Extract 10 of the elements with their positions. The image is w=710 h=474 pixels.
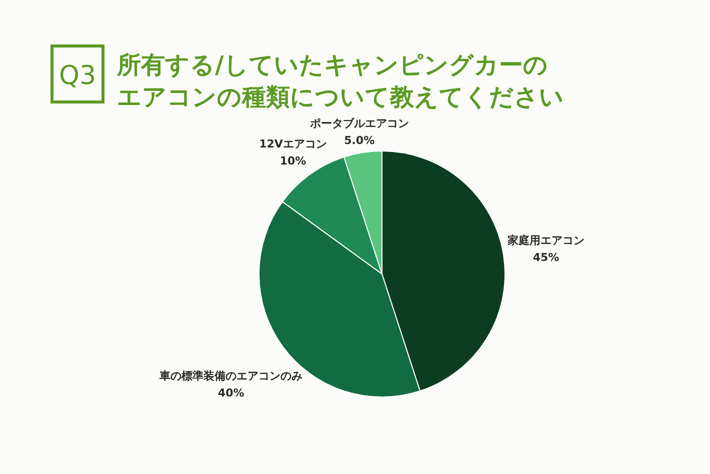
chart-title: 所有する/していたキャンピングカーのエアコンの種類について教えてください [116, 51, 564, 111]
slice-label: 12Vエアコン [259, 138, 327, 151]
slice-label: ポータブルエアコン [308, 117, 409, 130]
data-label: 40% [218, 386, 244, 400]
slice-label: 車の標準装備のエアコンのみ [158, 370, 303, 383]
data-label: 5.0% [344, 134, 375, 148]
data-label: 10% [280, 154, 306, 168]
annotation-box: Q3 [50, 44, 104, 104]
data-label: 45% [532, 251, 560, 264]
slice-label: 家庭用エアコン [506, 234, 585, 248]
